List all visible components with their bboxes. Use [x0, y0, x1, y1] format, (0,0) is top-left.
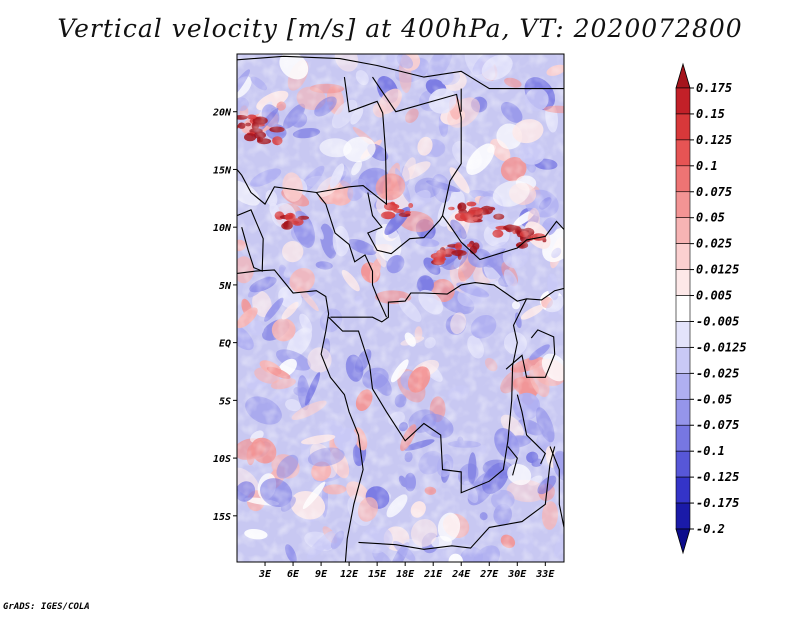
x-tick-label: 21E: [423, 569, 443, 580]
border-line: [358, 446, 556, 550]
colorbar-segment: [675, 398, 691, 426]
colorbar-tick-label: 0.05: [696, 211, 725, 225]
x-tick-label: 33E: [535, 569, 555, 580]
x-tick-label: 18E: [396, 569, 415, 580]
colorbar-tick-label: 0.125: [696, 133, 732, 147]
colorbar-segment: [675, 139, 691, 167]
map-frame: [236, 53, 565, 563]
colorbar-segment: [675, 424, 691, 452]
grads-credit: GrADS: IGES/COLA: [3, 602, 90, 612]
colorbar: 0.175 0.15 0.125 0.1 0.075 0.05 0.025 0.0125 0.0…: [675, 62, 747, 555]
colorbar-tick-label: -0.125: [696, 470, 739, 484]
y-tick-label: 10N: [213, 223, 232, 234]
colorbar-tick-label: -0.2: [696, 522, 725, 536]
colorbar-tick-label: -0.025: [696, 366, 739, 380]
colorbar-segment: [675, 295, 691, 322]
border-line: [237, 269, 364, 562]
colorbar-segment: [675, 502, 691, 530]
x-tick-label: 3E: [258, 569, 272, 580]
colorbar-tick-label: -0.005: [696, 314, 739, 328]
border-line: [237, 77, 388, 206]
x-tick-label: 12E: [340, 569, 359, 580]
map-plot-area: [236, 53, 565, 563]
y-tick-label: 5N: [219, 281, 232, 292]
colorbar-segment: [675, 450, 691, 478]
country-borders: [237, 55, 564, 562]
border-line: [372, 76, 564, 261]
border-line: [237, 55, 564, 90]
y-axis: 20N 15N 10N 5N EQ 5S 10S 15S: [212, 108, 237, 523]
colorbar-segment: [675, 347, 691, 374]
colorbar-arrow-bottom: [675, 528, 691, 555]
border-line: [328, 298, 528, 494]
y-tick-label: EQ: [219, 339, 231, 350]
x-tick-label: 15E: [368, 569, 387, 580]
border-line: [516, 394, 546, 465]
y-tick-label: 15N: [213, 165, 232, 176]
border-line: [507, 446, 518, 476]
colorbar-tick-label: 0.025: [696, 237, 732, 251]
y-tick-label: 10S: [213, 454, 231, 465]
x-tick-label: 27E: [479, 569, 499, 580]
colorbar-tick-label: -0.1: [696, 444, 725, 458]
border-line: [367, 192, 443, 255]
x-tick-label: 24E: [451, 569, 471, 580]
colorbar-tick-label: 0.175: [696, 81, 732, 95]
colorbar-segment: [675, 191, 691, 219]
colorbar-arrow-top: [675, 62, 691, 89]
colorbar-tick-label: 0.005: [696, 289, 732, 303]
colorbar-segment: [675, 321, 691, 348]
x-tick-label: 9E: [315, 569, 328, 580]
colorbar-tick-label: 0.1: [696, 159, 718, 173]
colorbar-segment: [675, 269, 691, 296]
colorbar-segment: [675, 165, 691, 193]
colorbar-tick-label: 0.075: [696, 185, 732, 199]
x-tick-label: 6E: [287, 569, 300, 580]
border-line: [505, 329, 556, 378]
border-line: [237, 209, 264, 272]
colorbar-segment: [675, 243, 691, 270]
colorbar-segment: [675, 113, 691, 141]
colorbar-tick-label: -0.05: [696, 392, 732, 406]
field-texture: [237, 54, 564, 562]
colorbar-tick-label: -0.075: [696, 418, 739, 432]
colorbar-tick-label: 0.0125: [696, 263, 739, 277]
colorbar-tick-label: -0.175: [696, 496, 739, 510]
y-tick-label: 15S: [213, 512, 231, 523]
y-tick-label: 5S: [219, 396, 231, 407]
colorbar-segment: [675, 87, 691, 115]
colorbar-tick-label: -0.0125: [696, 340, 747, 354]
colorbar-segment: [675, 476, 691, 504]
colorbar-segment: [675, 373, 691, 400]
y-tick-label: 20N: [212, 108, 232, 119]
chart-title: Vertical velocity [m/s] at 400hPa, VT: 2…: [57, 14, 743, 43]
border-line: [315, 192, 388, 318]
border-line: [549, 446, 564, 528]
colorbar-tick-label: 0.15: [696, 107, 725, 121]
colorbar-segment: [675, 217, 691, 244]
x-axis: 3E 6E 9E 12E 15E 18E 21E 24E 27E 30E 33E: [258, 562, 555, 580]
x-tick-label: 30E: [507, 569, 527, 580]
